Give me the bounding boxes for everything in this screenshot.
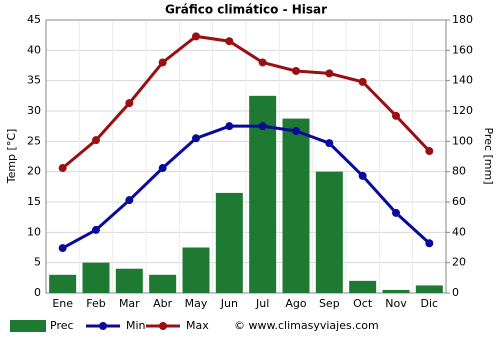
legend-swatch	[10, 320, 46, 332]
x-tick-label: Dic	[421, 297, 439, 310]
marker	[192, 134, 200, 143]
plot-frame	[45, 19, 447, 294]
x-tick-label: Sep	[319, 297, 340, 310]
y-tick-label: 5	[34, 256, 41, 269]
marker	[392, 111, 400, 120]
marker	[292, 66, 300, 75]
marker	[158, 58, 167, 67]
y-tick-label: 30	[27, 104, 41, 117]
y-tick-label: 40	[27, 43, 41, 56]
marker	[58, 244, 67, 253]
y-tick-label: 10	[27, 225, 41, 238]
y-tick-label: 45	[27, 13, 41, 26]
y2-tick-label: 20	[452, 256, 466, 269]
legend-label: Prec	[50, 319, 74, 332]
bar	[415, 285, 443, 293]
y2-axis-label: Prec [mm]	[482, 127, 495, 184]
bar	[349, 280, 377, 293]
y-tick-label: 15	[27, 195, 41, 208]
line	[61, 124, 431, 250]
legend-label: Min	[126, 319, 146, 332]
marker	[258, 58, 267, 67]
x-tick-label: May	[185, 297, 208, 310]
legend-marker	[159, 322, 167, 330]
y2-tick-label: 60	[452, 195, 466, 208]
bar	[315, 171, 343, 293]
bar	[115, 268, 143, 293]
marker	[158, 164, 167, 173]
marker	[125, 99, 134, 108]
marker	[225, 122, 234, 131]
y-tick-label: 20	[27, 165, 41, 178]
legend-marker	[99, 322, 107, 330]
x-tick-label: Abr	[153, 297, 173, 310]
y2-tick-label: 40	[452, 225, 466, 238]
marker	[225, 37, 234, 46]
marker	[325, 69, 334, 78]
marker	[325, 139, 334, 148]
x-tick-label: Feb	[86, 297, 105, 310]
marker	[425, 239, 434, 248]
y2-tick-label: 160	[452, 43, 473, 56]
bar	[49, 274, 77, 293]
x-tick-label: Oct	[353, 297, 373, 310]
marker	[392, 208, 400, 217]
bar	[215, 192, 243, 293]
marker	[92, 136, 100, 145]
marker	[358, 77, 367, 86]
bar	[82, 262, 110, 293]
bar	[182, 247, 210, 293]
y2-tick-label: 80	[452, 165, 466, 178]
marker	[92, 225, 100, 234]
legend-label: Max	[186, 319, 209, 332]
credit: © www.climasyviajes.com	[234, 319, 379, 332]
x-tick-label: Mar	[119, 297, 140, 310]
bar	[149, 274, 177, 293]
bar	[282, 118, 310, 293]
marker	[258, 122, 267, 131]
y-tick-label: 35	[27, 74, 41, 87]
y2-tick-label: 0	[452, 286, 459, 299]
marker	[125, 196, 134, 205]
x-tick-label: Nov	[385, 297, 407, 310]
y2-tick-label: 100	[452, 134, 473, 147]
marker	[292, 127, 300, 136]
marker	[58, 164, 67, 173]
y-axis-label: Temp [°C]	[5, 129, 18, 185]
x-tick-label: Jul	[255, 297, 269, 310]
marker	[425, 147, 434, 156]
x-tick-label: Jun	[220, 297, 238, 310]
y2-tick-label: 120	[452, 104, 473, 117]
marker	[192, 32, 200, 41]
y2-tick-label: 140	[452, 74, 473, 87]
y-tick-label: 0	[34, 286, 41, 299]
bar	[382, 289, 410, 293]
line	[61, 34, 431, 170]
marker	[358, 171, 367, 180]
x-tick-label: Ene	[52, 297, 73, 310]
y-tick-label: 25	[27, 134, 41, 147]
x-tick-label: Ago	[285, 297, 307, 310]
y2-tick-label: 180	[452, 13, 473, 26]
chart-title: Gráfico climático - Hisar	[165, 3, 327, 17]
